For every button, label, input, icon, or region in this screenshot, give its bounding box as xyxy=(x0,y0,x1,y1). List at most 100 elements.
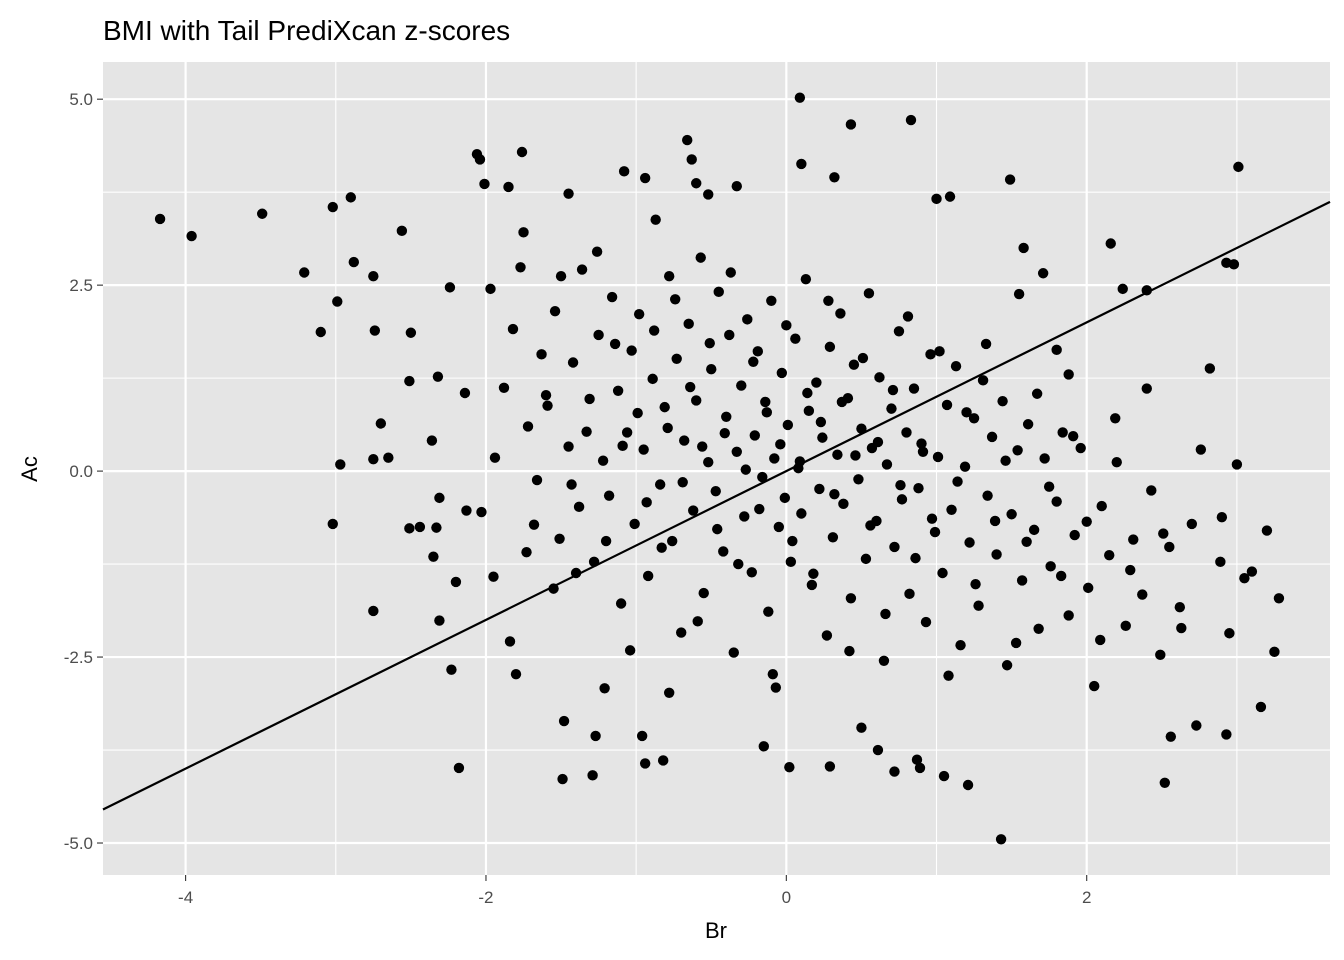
data-point xyxy=(1004,174,1016,185)
data-point xyxy=(659,401,670,413)
data-point xyxy=(414,521,426,533)
major-gridlines xyxy=(103,62,1330,875)
y-tick-label: -2.5 xyxy=(64,648,93,667)
data-point xyxy=(1063,369,1074,380)
data-point xyxy=(476,506,487,518)
data-point xyxy=(1083,582,1094,594)
data-point xyxy=(504,636,516,647)
data-point xyxy=(1204,363,1216,374)
data-point xyxy=(518,227,529,238)
data-point xyxy=(629,518,640,530)
data-point xyxy=(728,647,739,658)
data-point xyxy=(1043,481,1055,492)
data-point xyxy=(1231,459,1243,470)
data-point xyxy=(721,411,732,423)
data-point xyxy=(663,271,675,282)
data-point xyxy=(977,375,989,386)
data-point xyxy=(650,214,661,225)
data-point xyxy=(528,519,540,530)
data-point xyxy=(853,474,864,485)
x-tick-label: -4 xyxy=(178,888,193,907)
data-point xyxy=(1158,528,1169,539)
data-point xyxy=(787,535,798,547)
data-point xyxy=(426,435,438,446)
data-point xyxy=(880,608,891,620)
data-point xyxy=(531,474,543,486)
data-point xyxy=(632,407,643,419)
data-point xyxy=(489,452,501,463)
data-point xyxy=(874,372,885,383)
data-point xyxy=(829,172,840,183)
y-tick-label: 0.0 xyxy=(69,462,93,481)
data-point xyxy=(931,193,942,205)
data-point xyxy=(698,587,709,599)
data-point xyxy=(671,353,682,364)
data-point xyxy=(368,454,379,465)
data-point xyxy=(878,655,890,666)
data-point xyxy=(929,526,941,538)
data-point xyxy=(335,459,346,470)
data-point xyxy=(824,341,836,353)
data-point xyxy=(724,329,735,341)
data-point xyxy=(434,492,445,504)
data-point xyxy=(1063,610,1074,621)
x-axis-title: Br xyxy=(705,918,727,943)
data-point xyxy=(769,453,780,464)
data-point xyxy=(937,567,948,579)
data-point xyxy=(856,423,867,434)
data-point xyxy=(938,770,950,782)
data-point xyxy=(1010,637,1022,649)
data-point xyxy=(542,400,553,411)
data-point xyxy=(952,476,963,487)
data-point xyxy=(725,267,736,278)
data-point xyxy=(375,418,387,429)
data-point xyxy=(1273,593,1285,604)
data-point xyxy=(657,755,669,766)
data-point xyxy=(796,158,807,170)
data-point xyxy=(540,390,552,401)
data-point xyxy=(1239,573,1250,584)
data-point xyxy=(781,320,792,331)
data-point xyxy=(740,464,751,475)
data-point xyxy=(606,291,618,303)
data-point xyxy=(790,333,801,344)
data-point xyxy=(887,384,899,396)
data-point xyxy=(557,773,568,785)
data-point xyxy=(641,497,652,508)
data-point xyxy=(1110,413,1121,424)
data-point xyxy=(1195,444,1207,455)
data-point xyxy=(911,754,923,765)
data-point xyxy=(1051,344,1062,356)
data-point xyxy=(662,422,673,434)
data-point xyxy=(1001,660,1013,671)
data-point xyxy=(959,461,971,472)
data-point xyxy=(444,282,456,293)
data-point xyxy=(405,327,417,338)
data-point xyxy=(704,337,715,349)
data-point xyxy=(383,452,394,463)
data-point xyxy=(567,357,579,368)
data-point xyxy=(910,552,921,564)
data-point xyxy=(986,431,998,443)
data-point xyxy=(1155,649,1166,661)
data-point xyxy=(691,395,702,406)
data-point xyxy=(889,766,900,777)
data-point xyxy=(624,645,636,656)
data-point xyxy=(1186,518,1198,530)
data-point xyxy=(703,456,714,468)
data-point xyxy=(808,568,819,579)
data-point xyxy=(763,606,774,617)
data-point xyxy=(332,296,343,307)
data-point xyxy=(1033,623,1044,634)
data-point xyxy=(1039,453,1050,464)
data-point xyxy=(522,421,534,432)
plot-panel xyxy=(103,62,1330,875)
data-point xyxy=(654,479,666,490)
data-point xyxy=(1096,500,1107,512)
data-point xyxy=(1125,564,1136,576)
data-point xyxy=(1176,622,1187,634)
data-point xyxy=(549,305,561,317)
data-point xyxy=(968,413,980,424)
data-point xyxy=(731,181,742,192)
data-point xyxy=(679,435,690,446)
